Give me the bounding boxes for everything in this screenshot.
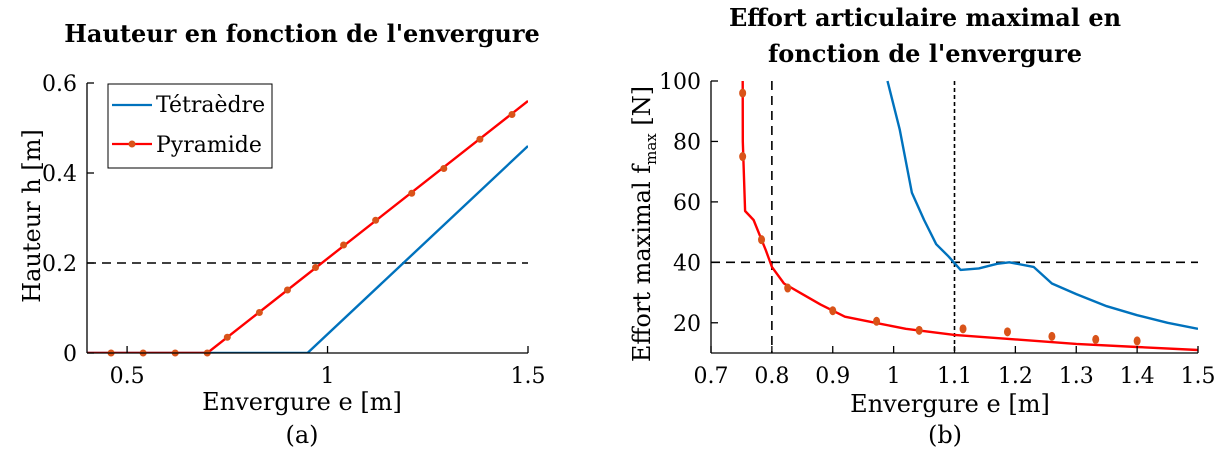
chart-b-series xyxy=(739,81,1198,350)
x-tick-label: 1.3 xyxy=(1059,364,1094,389)
series-point xyxy=(372,217,379,224)
y-tick-label: 0 xyxy=(63,342,77,367)
series-point xyxy=(1092,335,1099,344)
x-tick-label: 1.5 xyxy=(1181,364,1216,389)
chart-b-ylabel-unit: [N] xyxy=(628,86,656,133)
series-point xyxy=(739,152,746,161)
chart-a-caption: (a) xyxy=(285,421,318,449)
series-point xyxy=(739,89,746,98)
y-tick-label: 0.2 xyxy=(42,252,77,277)
x-tick-label: 1 xyxy=(321,364,335,389)
series-point xyxy=(340,242,347,249)
chart-a-title: Hauteur en fonction de l'envergure xyxy=(64,19,540,48)
series-point xyxy=(960,324,967,333)
y-tick-label: 40 xyxy=(673,251,701,276)
x-tick-label: 1 xyxy=(887,364,901,389)
series-point xyxy=(284,287,291,294)
x-tick-label: 1.5 xyxy=(511,364,546,389)
series-point xyxy=(1004,327,1011,336)
series-point xyxy=(256,309,263,316)
series-point xyxy=(1134,336,1141,345)
series-point xyxy=(784,284,791,293)
series-point xyxy=(1048,332,1055,341)
series-point xyxy=(408,190,415,197)
y-tick-label: 0.4 xyxy=(42,162,77,187)
chart-b-ylabel: Effort maximal fmax [N] xyxy=(628,86,660,362)
series-point xyxy=(440,165,447,172)
chart-a: Hauteur en fonction de l'envergure 0.5 1 1… xyxy=(18,19,546,449)
series-point xyxy=(476,136,483,143)
series-line-1 xyxy=(743,81,1198,350)
y-tick-label: 80 xyxy=(673,130,701,155)
chart-b-ylabel-subscript: max xyxy=(642,133,660,165)
chart-a-xlabel: Envergure e [m] xyxy=(202,388,402,416)
series-point xyxy=(508,111,515,118)
x-tick-label: 1.1 xyxy=(937,364,972,389)
y-tick-label: 0.6 xyxy=(42,72,77,97)
chart-b: Effort articulaire maximal en fonction d… xyxy=(628,3,1216,449)
legend-marker-pyramide xyxy=(129,141,136,148)
x-tick-label: 0.5 xyxy=(110,364,145,389)
y-tick-label: 100 xyxy=(659,70,701,95)
series-point xyxy=(312,264,319,271)
series-line-0 xyxy=(87,146,528,353)
chart-b-ylabel-main: Effort maximal f xyxy=(628,163,656,362)
legend-label-tetraedre: Tétraèdre xyxy=(156,93,265,118)
x-tick-label: 1.2 xyxy=(998,364,1033,389)
series-point xyxy=(873,317,880,326)
y-tick-label: 60 xyxy=(673,191,701,216)
chart-b-title-line-2: fonction de l'envergure xyxy=(768,39,1082,68)
chart-a-legend: Tétraèdre Pyramide xyxy=(108,84,272,168)
chart-b-xlabel: Envergure e [m] xyxy=(850,390,1050,418)
y-tick-label: 20 xyxy=(673,312,701,337)
legend-label-pyramide: Pyramide xyxy=(156,133,262,158)
series-point xyxy=(916,326,923,335)
series-line-0 xyxy=(888,81,1199,329)
x-tick-label: 0.8 xyxy=(754,364,789,389)
x-tick-label: 1.4 xyxy=(1120,364,1155,389)
chart-b-title-line-1: Effort articulaire maximal en xyxy=(729,3,1121,32)
series-point xyxy=(224,334,231,341)
x-tick-label: 0.9 xyxy=(815,364,850,389)
series-point xyxy=(829,306,836,315)
chart-b-caption: (b) xyxy=(928,421,962,449)
series-point xyxy=(758,235,765,244)
chart-a-ylabel: Hauteur h [m] xyxy=(18,129,46,303)
x-tick-label: 0.7 xyxy=(694,364,729,389)
